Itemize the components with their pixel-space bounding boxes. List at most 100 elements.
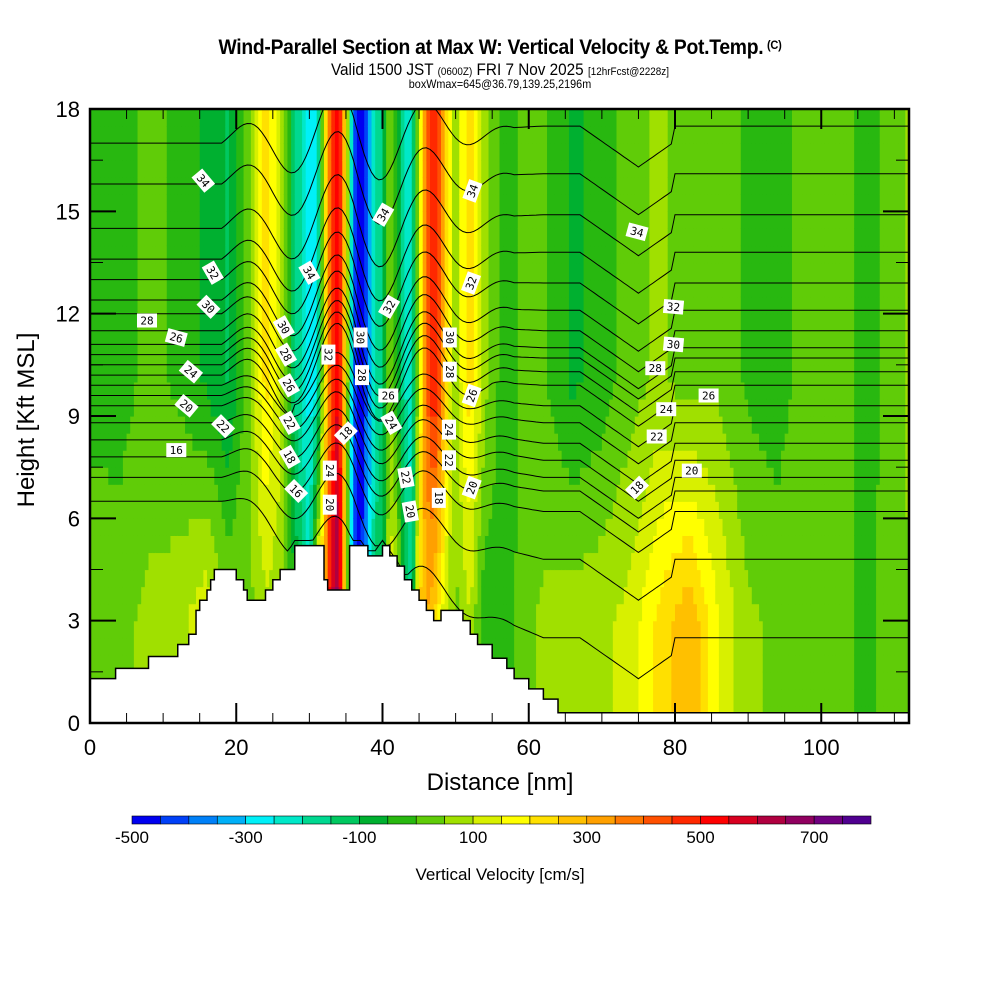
velocity-cell — [228, 433, 234, 451]
velocity-cell — [532, 160, 537, 178]
velocity-cell — [565, 245, 570, 264]
velocity-cell — [499, 160, 504, 178]
velocity-cell — [462, 126, 468, 144]
velocity-cell — [386, 279, 391, 298]
velocity-cell — [543, 109, 548, 127]
velocity-cell — [444, 501, 449, 519]
velocity-cell — [568, 296, 574, 315]
velocity-cell — [170, 194, 175, 212]
velocity-cell — [316, 143, 321, 161]
velocity-cell — [554, 501, 559, 519]
velocity-cell — [397, 484, 402, 502]
velocity-cell — [590, 620, 596, 639]
velocity-cell — [503, 381, 508, 400]
velocity-cell — [130, 347, 135, 366]
velocity-cell — [159, 484, 164, 502]
velocity-cell — [272, 279, 278, 298]
velocity-cell — [473, 501, 479, 519]
velocity-cell — [327, 194, 332, 212]
velocity-cell — [243, 109, 248, 127]
velocity-cell — [492, 211, 497, 229]
velocity-cell — [441, 109, 446, 127]
velocity-cell — [155, 586, 161, 605]
velocity-cell — [503, 262, 508, 281]
velocity-cell — [382, 467, 387, 485]
velocity-cell — [152, 143, 157, 161]
velocity-cell — [583, 535, 588, 554]
velocity-cell — [495, 211, 501, 229]
velocity-cell — [492, 637, 497, 656]
velocity-cell — [331, 279, 336, 298]
velocity-cell — [539, 501, 544, 519]
velocity-cell — [133, 177, 139, 195]
velocity-cell — [364, 177, 369, 195]
velocity-cell — [232, 364, 237, 383]
velocity-cell — [437, 535, 442, 554]
velocity-cell — [547, 313, 552, 332]
velocity-cell — [144, 194, 150, 212]
velocity-cell — [444, 194, 449, 212]
velocity-cell — [115, 143, 120, 161]
velocity-cell — [386, 450, 391, 468]
velocity-cell — [272, 381, 278, 400]
velocity-cell — [495, 501, 501, 519]
velocity-cell — [320, 109, 325, 127]
velocity-cell — [283, 126, 289, 144]
velocity-cell — [93, 228, 98, 247]
velocity-cell — [539, 211, 544, 229]
velocity-cell — [543, 262, 548, 281]
velocity-cell — [100, 126, 106, 144]
velocity-cell — [521, 484, 526, 502]
velocity-cell — [97, 126, 102, 144]
velocity-cell — [506, 177, 512, 195]
velocity-cell — [594, 637, 599, 656]
velocity-cell — [331, 245, 336, 264]
velocity-cell — [459, 450, 464, 468]
velocity-cell — [477, 398, 482, 417]
velocity-cell — [280, 518, 285, 536]
velocity-cell — [568, 381, 574, 400]
velocity-cell — [455, 416, 460, 434]
velocity-cell — [419, 313, 424, 332]
velocity-cell — [488, 313, 493, 332]
velocity-cell — [400, 330, 406, 349]
velocity-cell — [503, 467, 508, 485]
velocity-cell — [115, 313, 120, 332]
velocity-cell — [364, 279, 369, 298]
velocity-cell — [133, 467, 139, 485]
velocity-cell — [583, 177, 588, 195]
velocity-cell — [532, 211, 537, 229]
velocity-cell — [411, 364, 417, 383]
velocity-cell — [550, 552, 555, 571]
velocity-cell — [316, 535, 321, 554]
velocity-cell — [470, 330, 475, 349]
velocity-cell — [367, 109, 373, 127]
velocity-cell — [188, 552, 193, 571]
velocity-cell — [579, 620, 585, 639]
velocity-cell — [177, 603, 183, 622]
velocity-cell — [587, 347, 592, 366]
velocity-cell — [572, 381, 577, 400]
velocity-cell — [305, 279, 310, 298]
velocity-cell — [525, 245, 530, 264]
velocity-cell — [283, 552, 289, 571]
velocity-cell — [133, 416, 139, 434]
velocity-cell — [181, 603, 186, 622]
velocity-cell — [441, 569, 446, 588]
velocity-cell — [122, 364, 128, 383]
velocity-cell — [521, 126, 526, 144]
velocity-cell — [462, 450, 468, 468]
velocity-cell — [170, 569, 175, 588]
velocity-cell — [316, 109, 321, 127]
velocity-cell — [532, 381, 537, 400]
velocity-cell — [104, 620, 109, 639]
velocity-cell — [228, 501, 234, 519]
velocity-cell — [247, 245, 252, 264]
velocity-cell — [517, 484, 523, 502]
velocity-cell — [302, 398, 307, 417]
velocity-cell — [539, 177, 544, 195]
velocity-cell — [258, 177, 263, 195]
velocity-cell — [514, 228, 519, 247]
velocity-cell — [309, 279, 314, 298]
velocity-cell — [451, 381, 457, 400]
